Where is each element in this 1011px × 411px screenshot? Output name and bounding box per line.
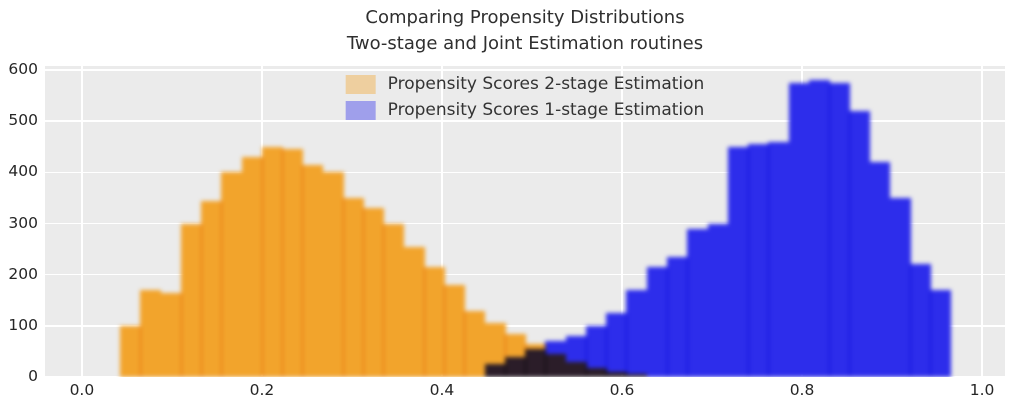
hist-bar xyxy=(707,223,729,377)
plot-area: Propensity Scores 2-stage Estimation Pro… xyxy=(45,66,1005,377)
legend-swatch xyxy=(345,100,376,120)
hist-bar xyxy=(768,141,790,377)
y-tick-label: 0 xyxy=(28,367,38,385)
x-tick-label: 0.6 xyxy=(609,381,635,399)
gridline xyxy=(45,69,1005,71)
hist-bar xyxy=(565,336,587,377)
gridline xyxy=(441,66,443,377)
chart-title-line1: Comparing Propensity Distributions xyxy=(365,7,685,28)
hist-bar xyxy=(423,267,445,377)
hist-bar xyxy=(687,228,709,377)
gridline xyxy=(45,171,1005,174)
hist-bar xyxy=(160,292,182,377)
hist-bar xyxy=(808,80,830,377)
hist-bar xyxy=(261,146,283,377)
gridline xyxy=(45,120,1005,122)
chart-title: Comparing Propensity Distributions Two-s… xyxy=(45,5,1005,57)
x-tick-label: 0.2 xyxy=(249,381,275,399)
hist-bar xyxy=(930,290,952,377)
hist-bar xyxy=(910,264,931,377)
hist-bar xyxy=(504,356,526,377)
gridline xyxy=(45,325,1005,327)
hist-bar xyxy=(646,267,668,377)
hist-bar xyxy=(484,364,506,377)
hist-bar xyxy=(302,164,324,377)
legend-swatch xyxy=(345,74,376,94)
hist-bar xyxy=(606,313,628,377)
y-tick-label: 200 xyxy=(8,264,38,283)
gridline xyxy=(81,66,83,377)
hist-bar xyxy=(829,82,850,377)
y-tick-label: 500 xyxy=(8,111,38,130)
hist-bar xyxy=(140,290,162,377)
hist-bar xyxy=(585,325,607,377)
legend-label: Propensity Scores 2-stage Estimation xyxy=(387,74,705,94)
hist-bar xyxy=(666,256,688,377)
hist-bar xyxy=(484,323,506,377)
hist-bar xyxy=(241,157,263,377)
histogram-bars xyxy=(45,66,1005,377)
hist-bar xyxy=(788,82,810,377)
gridline xyxy=(981,66,983,377)
legend-item-1stage: Propensity Scores 1-stage Estimation xyxy=(345,100,705,120)
x-tick-label: 0.4 xyxy=(429,381,455,399)
hist-bar xyxy=(363,208,385,377)
hist-bar xyxy=(201,200,223,377)
hist-bar xyxy=(444,284,466,377)
hist-bar xyxy=(748,144,769,377)
hist-bar xyxy=(464,310,486,377)
gridline xyxy=(45,273,1005,276)
y-tick-label: 100 xyxy=(8,315,38,334)
y-tick-label: 600 xyxy=(8,60,38,79)
hist-bar xyxy=(869,162,891,377)
hist-bar xyxy=(889,197,911,377)
legend: Propensity Scores 2-stage Estimation Pro… xyxy=(345,74,705,120)
gridline xyxy=(621,66,623,377)
x-tick-label: 0.8 xyxy=(789,381,815,399)
hist-bar xyxy=(342,197,364,377)
hist-bar xyxy=(545,341,567,377)
hist-bar xyxy=(180,223,202,377)
chart-title-line2: Two-stage and Joint Estimation routines xyxy=(346,33,704,54)
hist-bar xyxy=(525,348,547,377)
legend-item-2stage: Propensity Scores 2-stage Estimation xyxy=(345,74,705,94)
hist-bar xyxy=(626,290,648,377)
hist-bar xyxy=(403,246,425,377)
hist-bar xyxy=(322,172,344,377)
y-tick-label: 400 xyxy=(8,162,38,181)
hist-bar xyxy=(849,111,871,377)
hist-bar xyxy=(120,325,141,377)
hist-bar xyxy=(383,223,405,377)
x-tick-label: 1.0 xyxy=(969,381,995,399)
hist-bar xyxy=(221,172,243,377)
y-tick-label: 300 xyxy=(8,213,38,232)
x-tick-label: 0.0 xyxy=(69,381,95,399)
gridline xyxy=(45,222,1005,225)
hist-bar xyxy=(727,146,749,377)
legend-label: Propensity Scores 1-stage Estimation xyxy=(387,100,705,120)
hist-bar xyxy=(282,149,304,377)
